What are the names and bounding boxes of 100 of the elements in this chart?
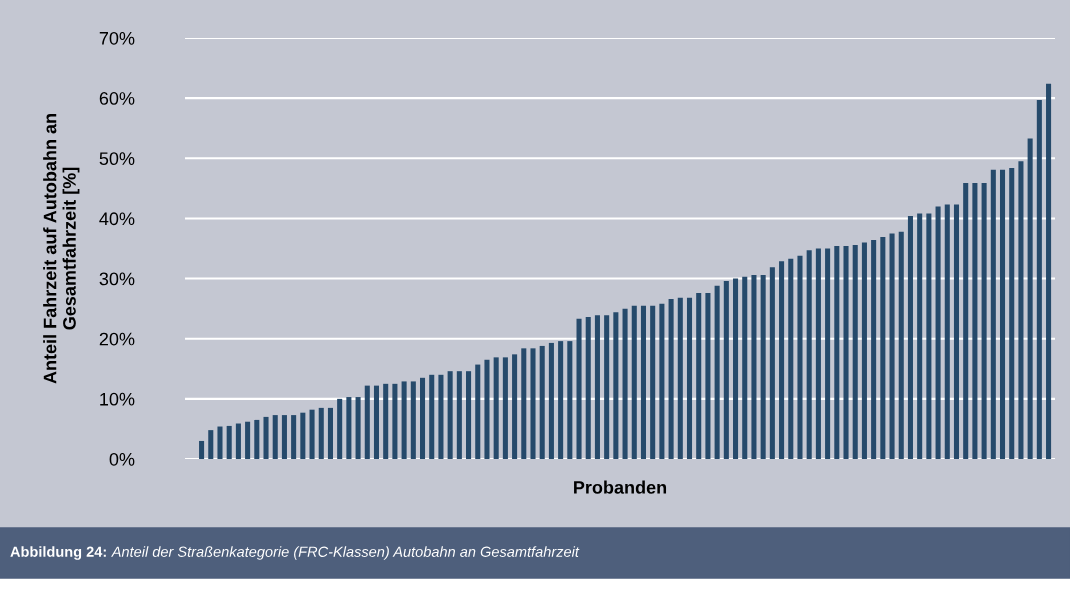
- bar: [871, 240, 877, 459]
- y-axis-title: Anteil Fahrzeit auf Autobahn an Gesamtfahrzeit [%]: [43, 114, 80, 384]
- bar: [346, 397, 352, 459]
- bar: [466, 371, 472, 459]
- bar: [263, 416, 269, 459]
- bar: [686, 297, 693, 459]
- bar: [493, 357, 499, 459]
- bar: [806, 250, 812, 459]
- y-tick-label: 60%: [99, 92, 135, 105]
- bar: [502, 357, 508, 459]
- bar: [751, 274, 757, 459]
- bar: [383, 383, 389, 459]
- bar: [364, 385, 370, 459]
- bar: [438, 374, 444, 459]
- bar: [235, 423, 241, 459]
- bar: [640, 305, 647, 459]
- bar: [1027, 138, 1033, 459]
- bar: [419, 377, 426, 459]
- bar: [1046, 83, 1052, 459]
- bar: [779, 261, 785, 459]
- bar: [318, 407, 324, 459]
- bar: [714, 285, 720, 459]
- bar: [226, 425, 232, 459]
- bar: [953, 204, 960, 459]
- y-tick-label: 70%: [99, 31, 135, 45]
- bar: [254, 419, 260, 459]
- bar: [558, 341, 564, 459]
- bar: [963, 182, 969, 459]
- bar: [1009, 167, 1015, 459]
- bar: [797, 255, 803, 459]
- bar: [355, 397, 361, 459]
- bar: [917, 213, 923, 459]
- bar: [788, 258, 794, 459]
- bar: [769, 267, 775, 459]
- y-tick-label: 50%: [99, 152, 135, 166]
- bar: [521, 348, 527, 459]
- bar: [852, 244, 858, 459]
- x-axis-title: Probanden: [574, 480, 667, 494]
- bar: [981, 182, 987, 459]
- bar: [723, 280, 729, 459]
- bar: [530, 348, 536, 459]
- bar: [401, 381, 407, 459]
- bar: [999, 169, 1006, 459]
- bar: [429, 374, 435, 459]
- y-tick-label: 40%: [99, 212, 135, 226]
- bar: [705, 293, 711, 459]
- bar: [548, 342, 554, 459]
- bar: [825, 248, 831, 459]
- bar: [1018, 161, 1024, 459]
- bar: [410, 381, 416, 459]
- bar: [272, 415, 278, 459]
- bar: [889, 233, 895, 459]
- bar: [300, 412, 306, 459]
- bar: [944, 204, 950, 459]
- bar: [281, 415, 287, 459]
- bar: [631, 305, 637, 459]
- bar: [585, 317, 591, 459]
- bar: [843, 246, 849, 459]
- bar: [926, 213, 932, 459]
- bar: [576, 318, 582, 459]
- bar: [392, 383, 398, 459]
- bar: [291, 415, 297, 459]
- bar: [622, 308, 628, 459]
- bar: [972, 182, 978, 459]
- bar: [898, 231, 904, 459]
- bar: [880, 237, 886, 459]
- bar: [373, 385, 380, 459]
- bar: [990, 169, 996, 459]
- y-tick-label: 30%: [99, 272, 135, 286]
- bar: [245, 421, 251, 459]
- bar: [337, 398, 343, 459]
- bar: [199, 440, 205, 459]
- bar: [604, 315, 610, 459]
- y-tick-label: 20%: [99, 332, 135, 346]
- bar: [696, 293, 702, 459]
- bar: [208, 430, 214, 459]
- bar: [677, 297, 683, 459]
- bar: [668, 299, 674, 459]
- bar: [327, 407, 333, 459]
- bar: [861, 242, 867, 459]
- bar: [567, 341, 573, 459]
- bar: [456, 371, 462, 459]
- bar: [742, 276, 748, 459]
- bar: [935, 206, 941, 459]
- bar: [907, 216, 913, 459]
- bar: [1036, 99, 1042, 459]
- bar: [512, 354, 518, 459]
- bar: [834, 246, 840, 459]
- bar: [760, 274, 766, 459]
- text: Abbildung 24: Anteil der Straßenkategorie (FRC-Klassen) Autobahn an Gesamtfahrzeit: [10, 546, 580, 560]
- bar: [733, 278, 739, 459]
- y-tick-label: 0%: [109, 452, 135, 466]
- bar: [539, 345, 545, 459]
- bar: [484, 359, 490, 459]
- bar: [815, 248, 821, 459]
- bar: [309, 409, 315, 459]
- bar: [650, 305, 656, 459]
- bar: [613, 312, 619, 459]
- bar: [217, 426, 223, 459]
- bar: [475, 364, 481, 459]
